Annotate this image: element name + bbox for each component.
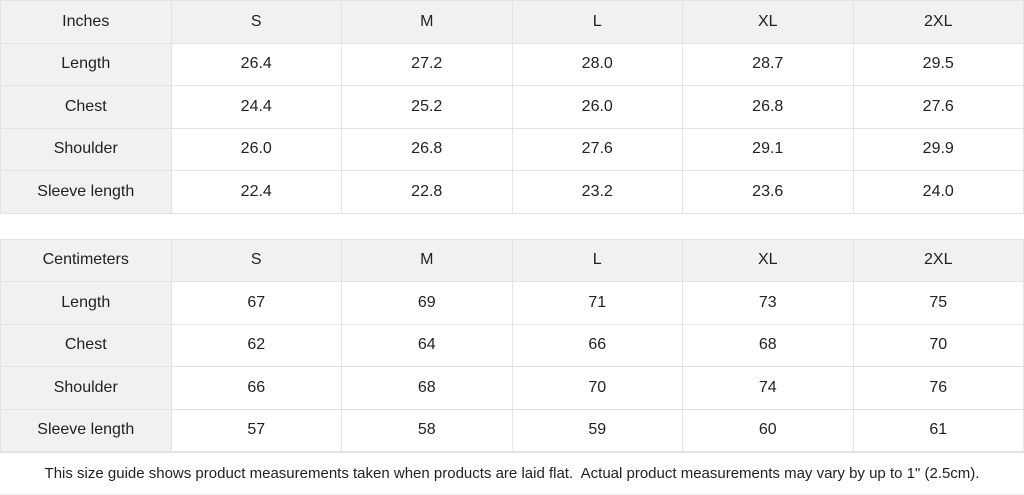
table-row: Sleeve length 57 58 59 60 61 xyxy=(0,408,1024,452)
size-header-2xl: 2XL xyxy=(852,238,1024,282)
measurement-cell: 71 xyxy=(511,281,683,325)
table-row: Length 67 69 71 73 75 xyxy=(0,281,1024,325)
measurement-cell: 26.0 xyxy=(170,127,342,171)
measurement-cell: 27.2 xyxy=(341,42,513,86)
measurement-cell: 29.5 xyxy=(852,42,1024,86)
measurement-cell: 68 xyxy=(682,323,854,367)
inches-header-row: Inches S M L XL 2XL xyxy=(0,0,1024,44)
table-row: Shoulder 66 68 70 74 76 xyxy=(0,366,1024,410)
centimeters-table: Centimeters S M L XL 2XL Length 67 69 71 73 7… xyxy=(0,238,1024,453)
measurement-cell: 29.9 xyxy=(852,127,1024,171)
table-row: Chest 62 64 66 68 70 xyxy=(0,323,1024,367)
size-header-xl: XL xyxy=(682,238,854,282)
size-header-s: S xyxy=(170,238,342,282)
measurement-cell: 27.6 xyxy=(511,127,683,171)
measurement-cell: 67 xyxy=(170,281,342,325)
measurement-cell: 62 xyxy=(170,323,342,367)
measurement-cell: 22.8 xyxy=(341,170,513,214)
measurement-cell: 26.0 xyxy=(511,85,683,129)
row-label: Chest xyxy=(0,323,172,367)
measurement-cell: 66 xyxy=(170,366,342,410)
measurement-cell: 57 xyxy=(170,408,342,452)
measurement-cell: 28.0 xyxy=(511,42,683,86)
measurement-cell: 26.8 xyxy=(682,85,854,129)
measurement-cell: 23.6 xyxy=(682,170,854,214)
measurement-cell: 28.7 xyxy=(682,42,854,86)
row-label: Length xyxy=(0,281,172,325)
row-label: Shoulder xyxy=(0,127,172,171)
size-header-2xl: 2XL xyxy=(852,0,1024,44)
size-guide-note: This size guide shows product measuremen… xyxy=(0,452,1024,495)
measurement-cell: 25.2 xyxy=(341,85,513,129)
measurement-cell: 75 xyxy=(852,281,1024,325)
measurement-cell: 24.0 xyxy=(852,170,1024,214)
size-header-l: L xyxy=(511,238,683,282)
measurement-cell: 24.4 xyxy=(170,85,342,129)
measurement-cell: 70 xyxy=(511,366,683,410)
unit-header: Centimeters xyxy=(0,238,172,282)
measurement-cell: 23.2 xyxy=(511,170,683,214)
measurement-cell: 68 xyxy=(341,366,513,410)
measurement-cell: 27.6 xyxy=(852,85,1024,129)
table-row: Shoulder 26.0 26.8 27.6 29.1 29.9 xyxy=(0,127,1024,171)
table-row: Chest 24.4 25.2 26.0 26.8 27.6 xyxy=(0,85,1024,129)
size-header-l: L xyxy=(511,0,683,44)
table-row: Sleeve length 22.4 22.8 23.2 23.6 24.0 xyxy=(0,170,1024,214)
row-label: Length xyxy=(0,42,172,86)
unit-header: Inches xyxy=(0,0,172,44)
measurement-cell: 26.4 xyxy=(170,42,342,86)
measurement-cell: 70 xyxy=(852,323,1024,367)
row-label: Chest xyxy=(0,85,172,129)
size-header-xl: XL xyxy=(682,0,854,44)
inches-table: Inches S M L XL 2XL Length 26.4 27.2 28.0 28… xyxy=(0,0,1024,214)
measurement-cell: 59 xyxy=(511,408,683,452)
measurement-cell: 74 xyxy=(682,366,854,410)
row-label: Shoulder xyxy=(0,366,172,410)
measurement-cell: 64 xyxy=(341,323,513,367)
size-header-m: M xyxy=(341,0,513,44)
measurement-cell: 58 xyxy=(341,408,513,452)
measurement-cell: 29.1 xyxy=(682,127,854,171)
measurement-cell: 26.8 xyxy=(341,127,513,171)
measurement-cell: 22.4 xyxy=(170,170,342,214)
measurement-cell: 69 xyxy=(341,281,513,325)
measurement-cell: 60 xyxy=(682,408,854,452)
row-label: Sleeve length xyxy=(0,170,172,214)
size-header-m: M xyxy=(341,238,513,282)
size-header-s: S xyxy=(170,0,342,44)
table-row: Length 26.4 27.2 28.0 28.7 29.5 xyxy=(0,42,1024,86)
table-gap xyxy=(0,213,1024,239)
measurement-cell: 61 xyxy=(852,408,1024,452)
row-label: Sleeve length xyxy=(0,408,172,452)
measurement-cell: 73 xyxy=(682,281,854,325)
measurement-cell: 76 xyxy=(852,366,1024,410)
measurement-cell: 66 xyxy=(511,323,683,367)
centimeters-header-row: Centimeters S M L XL 2XL xyxy=(0,238,1024,282)
